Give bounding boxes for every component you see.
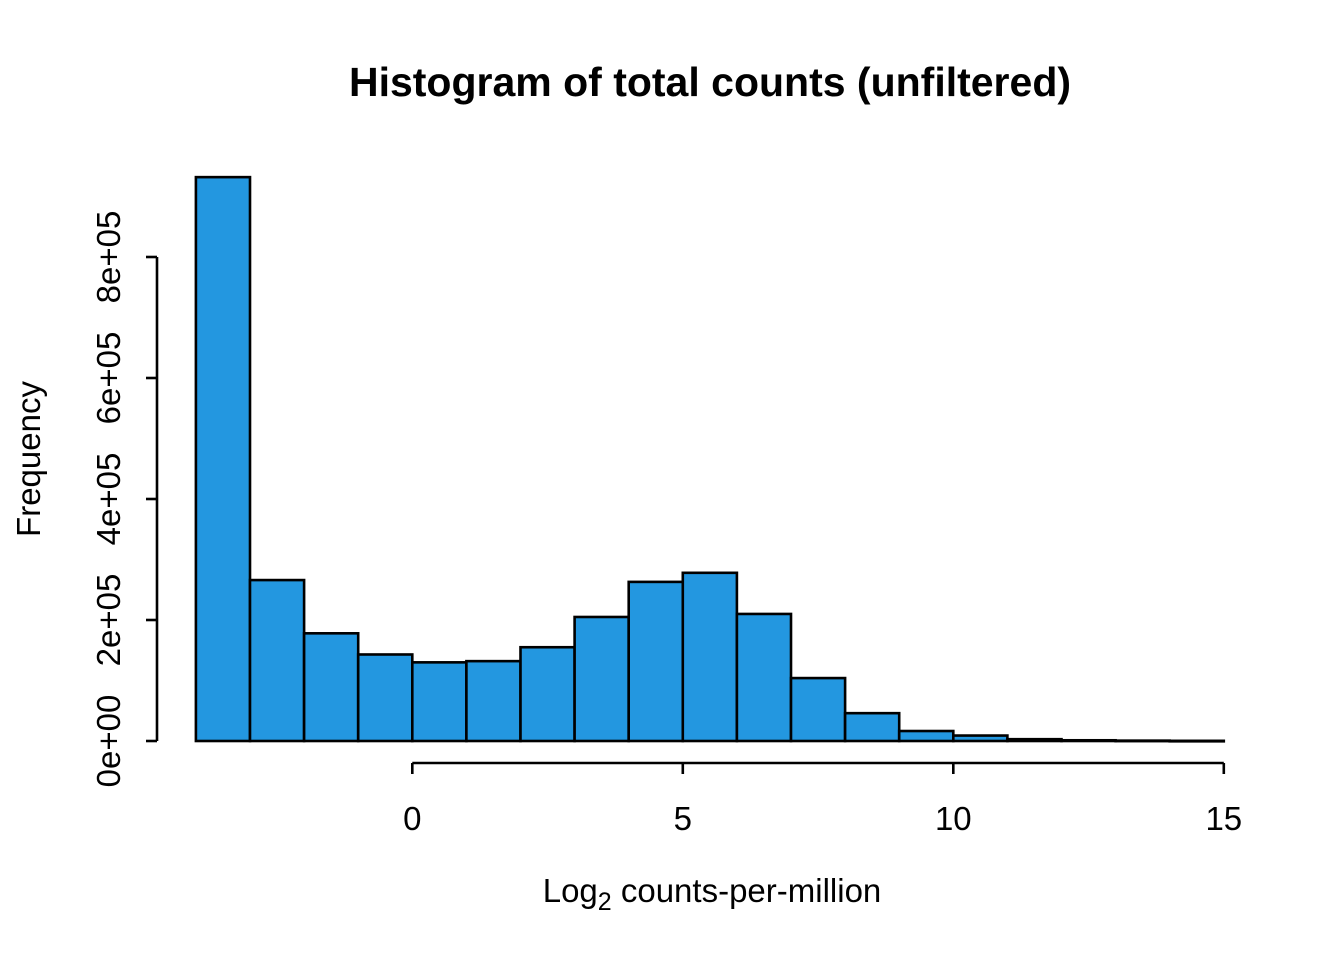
histogram-bar: [843, 711, 901, 743]
histogram-bar: [573, 615, 630, 743]
histogram-bar: [1114, 739, 1171, 743]
histogram-bar: [194, 175, 252, 743]
histogram-bar: [681, 571, 739, 743]
histogram-bar: [789, 676, 847, 743]
x-tick-label: 0: [403, 800, 421, 837]
x-tick-label: 15: [1205, 800, 1242, 837]
chart-title: Histogram of total counts (unfiltered): [349, 59, 1071, 105]
histogram-bar: [410, 661, 468, 743]
y-tick-label: 6e+05: [90, 332, 127, 425]
histogram-bar: [302, 632, 360, 743]
histogram-bar: [465, 659, 522, 743]
y-tick-label: 2e+05: [90, 574, 127, 667]
histogram-bar: [356, 653, 414, 743]
histogram-bar: [1006, 737, 1063, 743]
x-axis-label-rest: counts-per-million: [612, 872, 882, 909]
histogram-bar: [897, 729, 955, 743]
histogram-bar: [248, 578, 306, 743]
x-axis: 0 5 10 15: [403, 761, 1242, 837]
histogram-bars: [194, 175, 1226, 743]
y-axis: 0e+00 2e+05 4e+05 6e+05 8e+05: [90, 211, 159, 788]
histogram-bar: [519, 645, 576, 743]
x-axis-label-main: Log: [543, 872, 598, 909]
x-axis-label-subscript: 2: [598, 888, 612, 916]
histogram-bar: [627, 580, 685, 743]
y-tick-label: 0e+00: [90, 695, 127, 788]
histogram-bar: [1060, 738, 1117, 743]
histogram-bar: [951, 734, 1009, 743]
x-tick-label: 10: [935, 800, 972, 837]
y-axis-label: Frequency: [10, 381, 47, 537]
y-tick-label: 4e+05: [90, 453, 127, 546]
histogram-bar: [1168, 739, 1226, 743]
y-tick-label: 8e+05: [90, 211, 127, 304]
x-axis-label: Log2 counts-per-million: [543, 872, 882, 916]
histogram-bar: [735, 612, 793, 743]
x-tick-label: 5: [674, 800, 692, 837]
